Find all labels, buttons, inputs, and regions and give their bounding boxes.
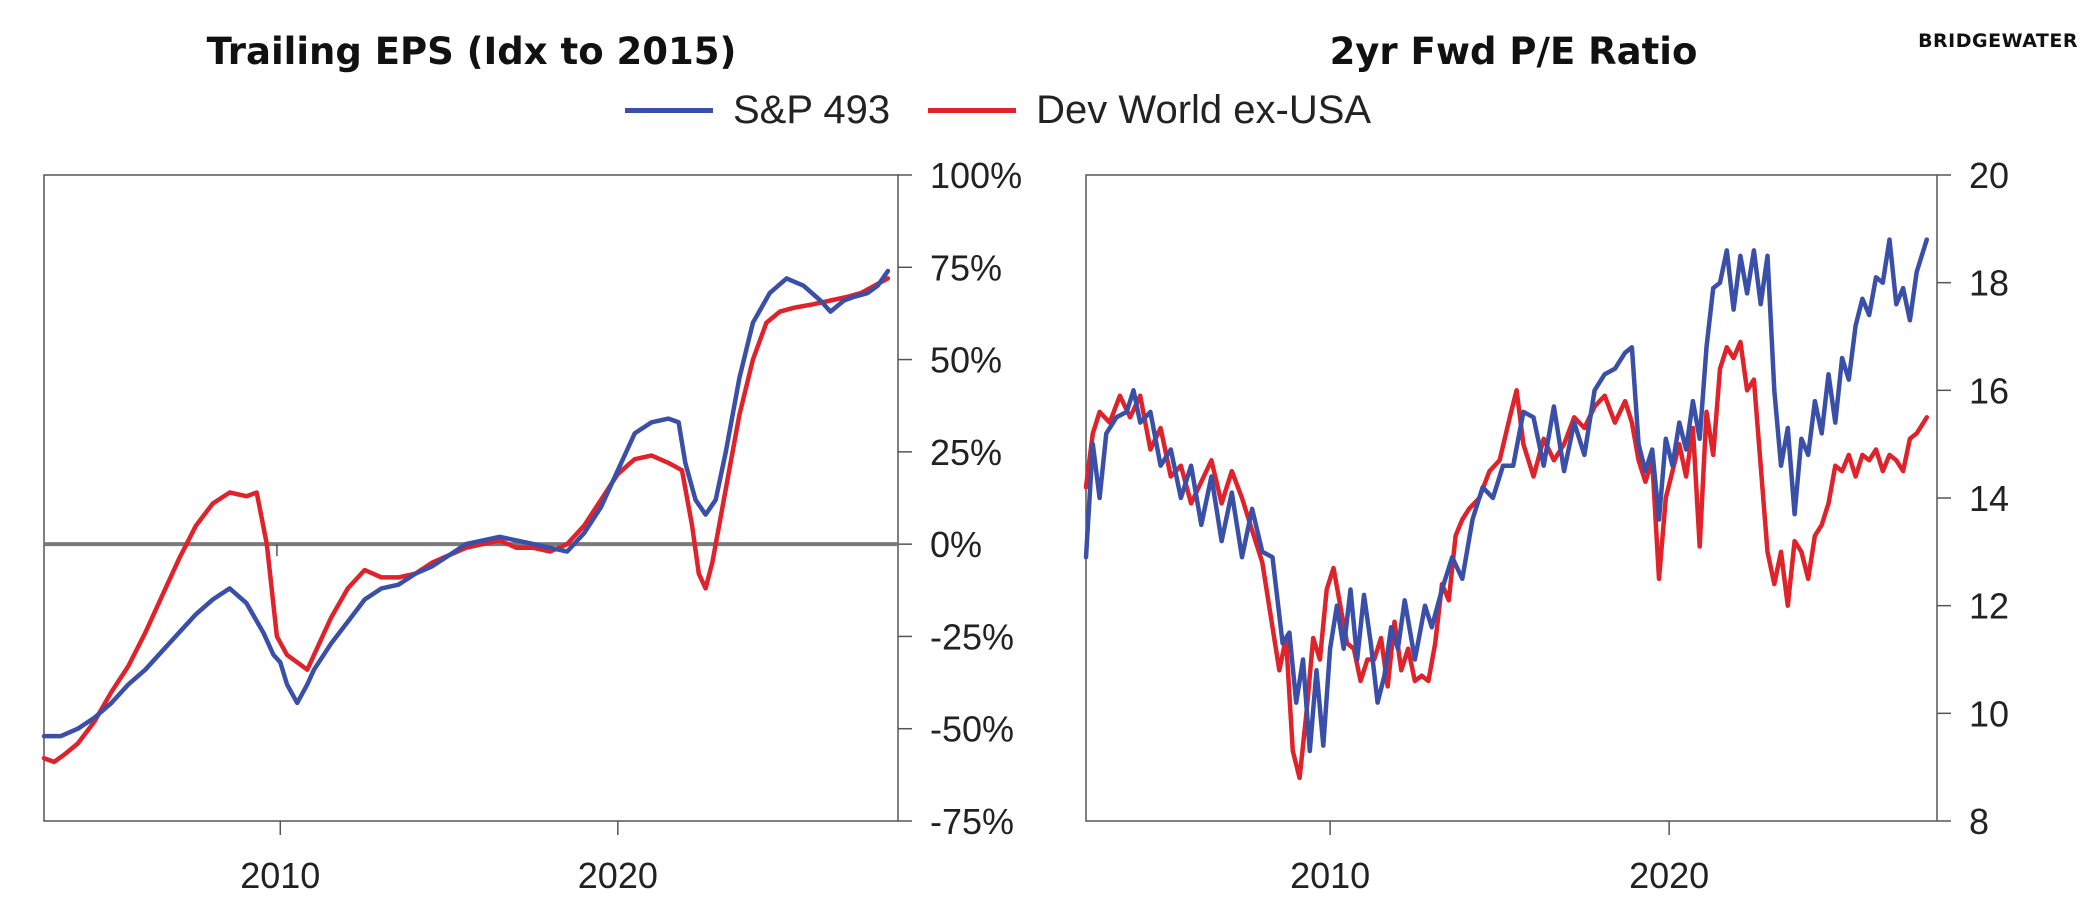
chart-title-pe: 2yr Fwd P/E Ratio [1329, 30, 1698, 73]
legend-label-devworld: Dev World ex-USA [1036, 88, 1372, 132]
brand-logo: BRIDGEWATER [1918, 30, 2078, 52]
chart-pe: 20 18 16 14 12 10 8 2010 2020 [1083, 155, 2009, 896]
y-tick-label-eps: 0% [930, 524, 982, 565]
y-tick-label-eps: 75% [930, 247, 1002, 288]
x-tick-label-pe: 2010 [1290, 855, 1370, 896]
y-tick-label-eps: -75% [930, 801, 1014, 842]
y-tick-label-pe: 18 [1969, 263, 2009, 304]
y-tick-label-pe: 20 [1969, 155, 2009, 196]
y-tick-label-pe: 10 [1969, 693, 2009, 734]
legend-item-devworld: Dev World ex-USA [928, 88, 1371, 133]
legend-swatch-devworld [928, 108, 1017, 113]
chart-title-eps: Trailing EPS (Idx to 2015) [206, 30, 737, 73]
x-tick-label-eps: 2010 [240, 855, 320, 896]
series-line-devworld-eps [41, 276, 891, 765]
legend-swatch-sp493 [625, 108, 713, 113]
y-tick-label-pe: 12 [1969, 586, 2009, 627]
y-tick-label-eps: -25% [930, 616, 1014, 657]
legend-item-sp493: S&P 493 [625, 88, 890, 133]
legend-label-sp493: S&P 493 [733, 88, 891, 132]
y-tick-label-eps: 50% [930, 340, 1002, 381]
series-line-sp493-pe [1083, 237, 1930, 754]
x-tick-label-pe: 2020 [1629, 855, 1709, 896]
y-tick-label-eps: 25% [930, 432, 1002, 473]
series-line-sp493-eps [41, 268, 891, 739]
y-tick-label-pe: 16 [1969, 370, 2009, 411]
series-line-devworld-pe [1083, 339, 1930, 781]
x-tick-label-eps: 2020 [578, 855, 658, 896]
y-tick-label-eps: 100% [930, 155, 1022, 196]
legend: S&P 493 Dev World ex-USA [625, 88, 1409, 133]
y-tick-label-eps: -50% [930, 709, 1014, 750]
y-tick-label-pe: 8 [1969, 801, 1989, 842]
y-tick-label-pe: 14 [1969, 478, 2009, 519]
plot-frame-eps [43, 174, 899, 822]
chart-eps: 100% 75% 50% 25% 0% -25% -50% -75% 2010 2020 [41, 155, 1022, 896]
